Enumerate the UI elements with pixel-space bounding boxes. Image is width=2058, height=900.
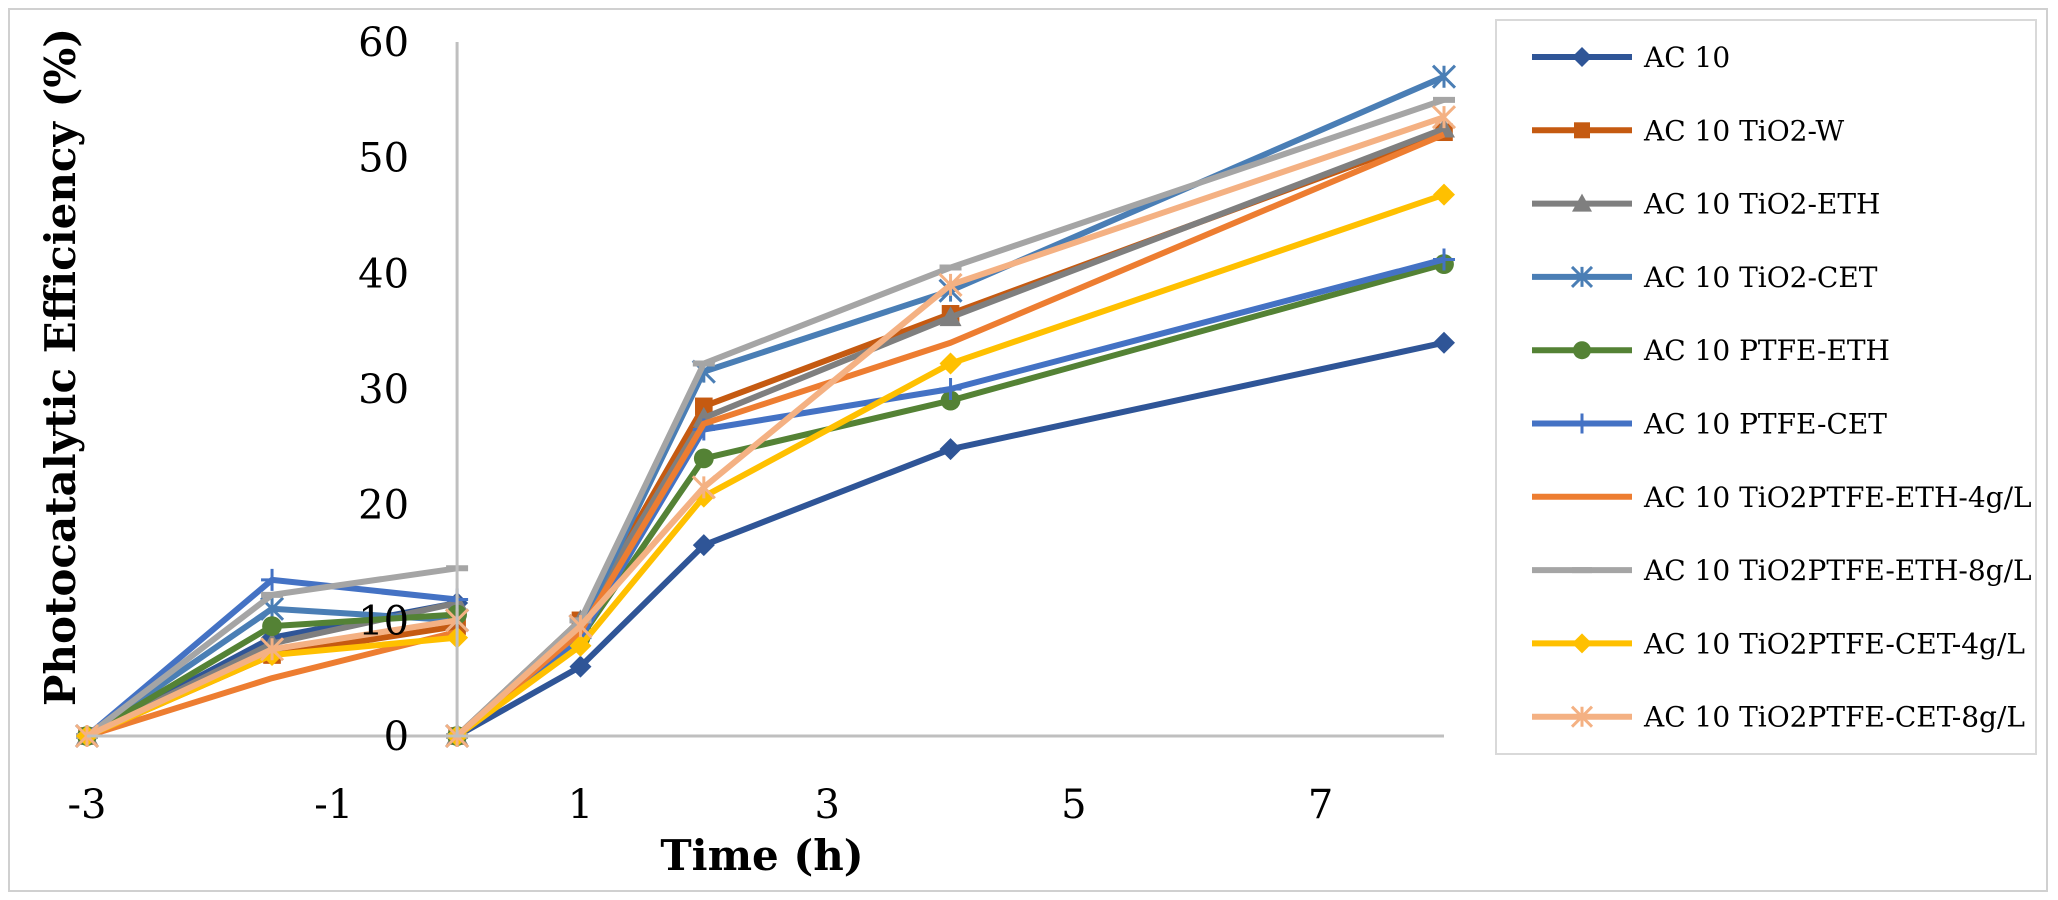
legend: AC 10 AC 10 TiO2-W AC 10 TiO2-ETH AC 10 TiO… [1495, 19, 2037, 755]
legend-label: AC 10 [1643, 41, 1730, 74]
data-point [262, 616, 282, 637]
y-tick-label: 10 [358, 598, 409, 644]
data-point [1431, 64, 1457, 89]
data-point [1572, 633, 1592, 654]
legend-item: AC 10 TiO2PTFE-ETH-4g/L [1532, 481, 2032, 514]
data-point [939, 306, 962, 327]
y-tick-label: 30 [358, 367, 409, 413]
data-point [939, 438, 962, 461]
legend-item: AC 10 TiO2PTFE-CET-4g/L [1532, 627, 2025, 660]
series-6 [76, 248, 1455, 747]
legend-item: AC 10 TiO2PTFE-CET-8g/L [1532, 701, 2025, 734]
data-point [1433, 248, 1455, 271]
series-5 [77, 254, 1454, 746]
data-point [1570, 265, 1594, 288]
data-point [939, 352, 962, 375]
data-point [695, 397, 713, 416]
legend-item: AC 10 PTFE-CET [1532, 408, 1887, 441]
y-tick-label: 50 [358, 136, 409, 182]
legend-label: AC 10 TiO2-CET [1643, 261, 1878, 294]
data-point [568, 614, 593, 639]
x-tick-label: -1 [314, 782, 353, 828]
y-tick-label: 60 [358, 20, 409, 66]
y-tick-label: 0 [384, 714, 409, 760]
data-point [1574, 122, 1590, 139]
legend-item: AC 10 TiO2-CET [1532, 261, 1878, 294]
legend-box [1495, 19, 2037, 755]
axes: 0 10 20 30 40 50 60 -3 -1 1 3 5 7 [68, 20, 1444, 828]
y-tick-label: 40 [358, 251, 409, 297]
x-tick-label: 3 [814, 782, 839, 828]
data-point [939, 378, 962, 400]
data-point [938, 272, 963, 297]
data-point [1431, 105, 1457, 130]
data-point [692, 534, 715, 557]
y-tick-label: 20 [358, 483, 409, 529]
series-line [455, 261, 1445, 739]
plot-area [74, 64, 1457, 749]
series-10 [74, 105, 1457, 749]
y-axis-title: Photocatalytic Efficiency (%) [36, 28, 85, 706]
legend-item: AC 10 [1532, 41, 1730, 74]
legend-label: AC 10 PTFE-ETH [1643, 334, 1890, 367]
data-point [1572, 47, 1592, 67]
legend-label: AC 10 TiO2PTFE-ETH-8g/L [1643, 554, 2032, 587]
x-axis-title: Time (h) [660, 831, 863, 880]
data-point [1572, 413, 1592, 434]
data-point [940, 390, 961, 411]
series-line [86, 628, 458, 739]
x-tick-label: 5 [1061, 782, 1086, 828]
data-point [1433, 183, 1455, 206]
data-point [691, 475, 716, 500]
data-point [261, 568, 284, 591]
legend-label: AC 10 PTFE-CET [1643, 408, 1887, 441]
series-9 [76, 183, 1455, 747]
data-point [1572, 193, 1592, 212]
data-point [1573, 341, 1591, 360]
data-point [569, 634, 592, 657]
legend-item: AC 10 TiO2-ETH [1532, 188, 1880, 221]
series-line [455, 256, 1445, 739]
legend-item: AC 10 PTFE-ETH [1532, 334, 1890, 367]
legend-label: AC 10 TiO2PTFE-ETH-4g/L [1643, 481, 2032, 514]
data-point [1433, 331, 1455, 354]
data-point [259, 637, 285, 662]
data-point [1570, 705, 1594, 728]
x-tick-label: 1 [568, 782, 593, 828]
x-tick-label: 7 [1308, 782, 1333, 828]
data-point [693, 448, 714, 469]
legend-label: AC 10 TiO2PTFE-CET-4g/L [1643, 627, 2025, 660]
legend-label: AC 10 TiO2-W [1643, 114, 1844, 147]
legend-item: AC 10 TiO2-W [1532, 114, 1844, 147]
legend-item: AC 10 TiO2PTFE-ETH-8g/L [1532, 554, 2032, 587]
legend-label: AC 10 TiO2-ETH [1643, 188, 1880, 221]
data-point [569, 655, 592, 678]
legend-label: AC 10 TiO2PTFE-CET-8g/L [1643, 701, 2025, 734]
x-tick-label: -3 [68, 782, 107, 828]
